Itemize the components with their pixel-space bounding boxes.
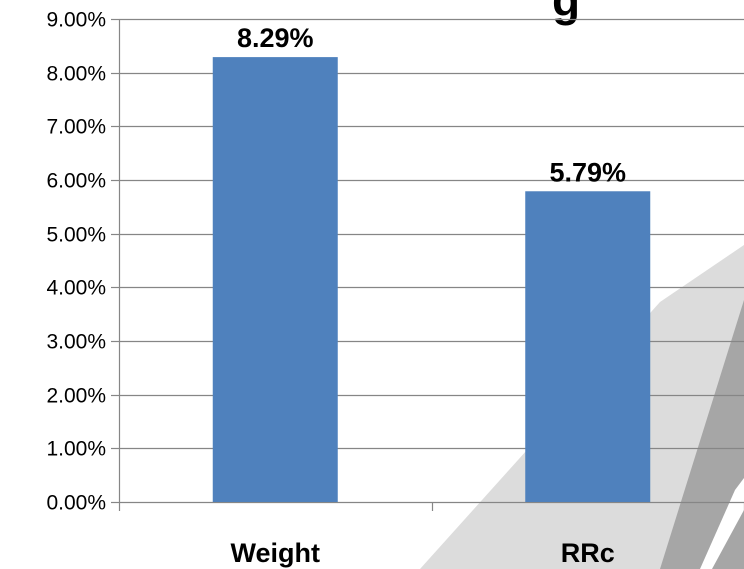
bar-rrc [525,191,651,502]
chart-title-fragment: g [552,0,580,26]
y-tick-label: 6.00% [46,170,106,193]
y-tick-label: 3.00% [46,331,106,354]
y-tick-label: 8.00% [46,63,106,86]
labels: 0.00% 1.00% 2.00% 3.00% 4.00% 5.00% 6.00% 7.00%… [46,9,626,569]
background-stripe-white [700,478,744,569]
x-category-label: RRc [561,538,615,568]
bars [212,57,651,502]
background-stripe-dark [660,300,744,569]
y-tick-label: 0.00% [46,492,106,515]
axes [111,18,744,511]
y-tick-label: 4.00% [46,277,106,300]
x-category-label: Weight [231,538,321,568]
y-tick-label: 5.00% [46,224,106,247]
y-tick-label: 1.00% [46,438,106,461]
data-label: 5.79% [549,157,626,187]
y-tick-label: 2.00% [46,385,106,408]
y-tick-label: 9.00% [46,9,106,32]
bar-weight [212,57,338,502]
y-tick-label: 7.00% [46,116,106,139]
data-label: 8.29% [237,23,314,53]
